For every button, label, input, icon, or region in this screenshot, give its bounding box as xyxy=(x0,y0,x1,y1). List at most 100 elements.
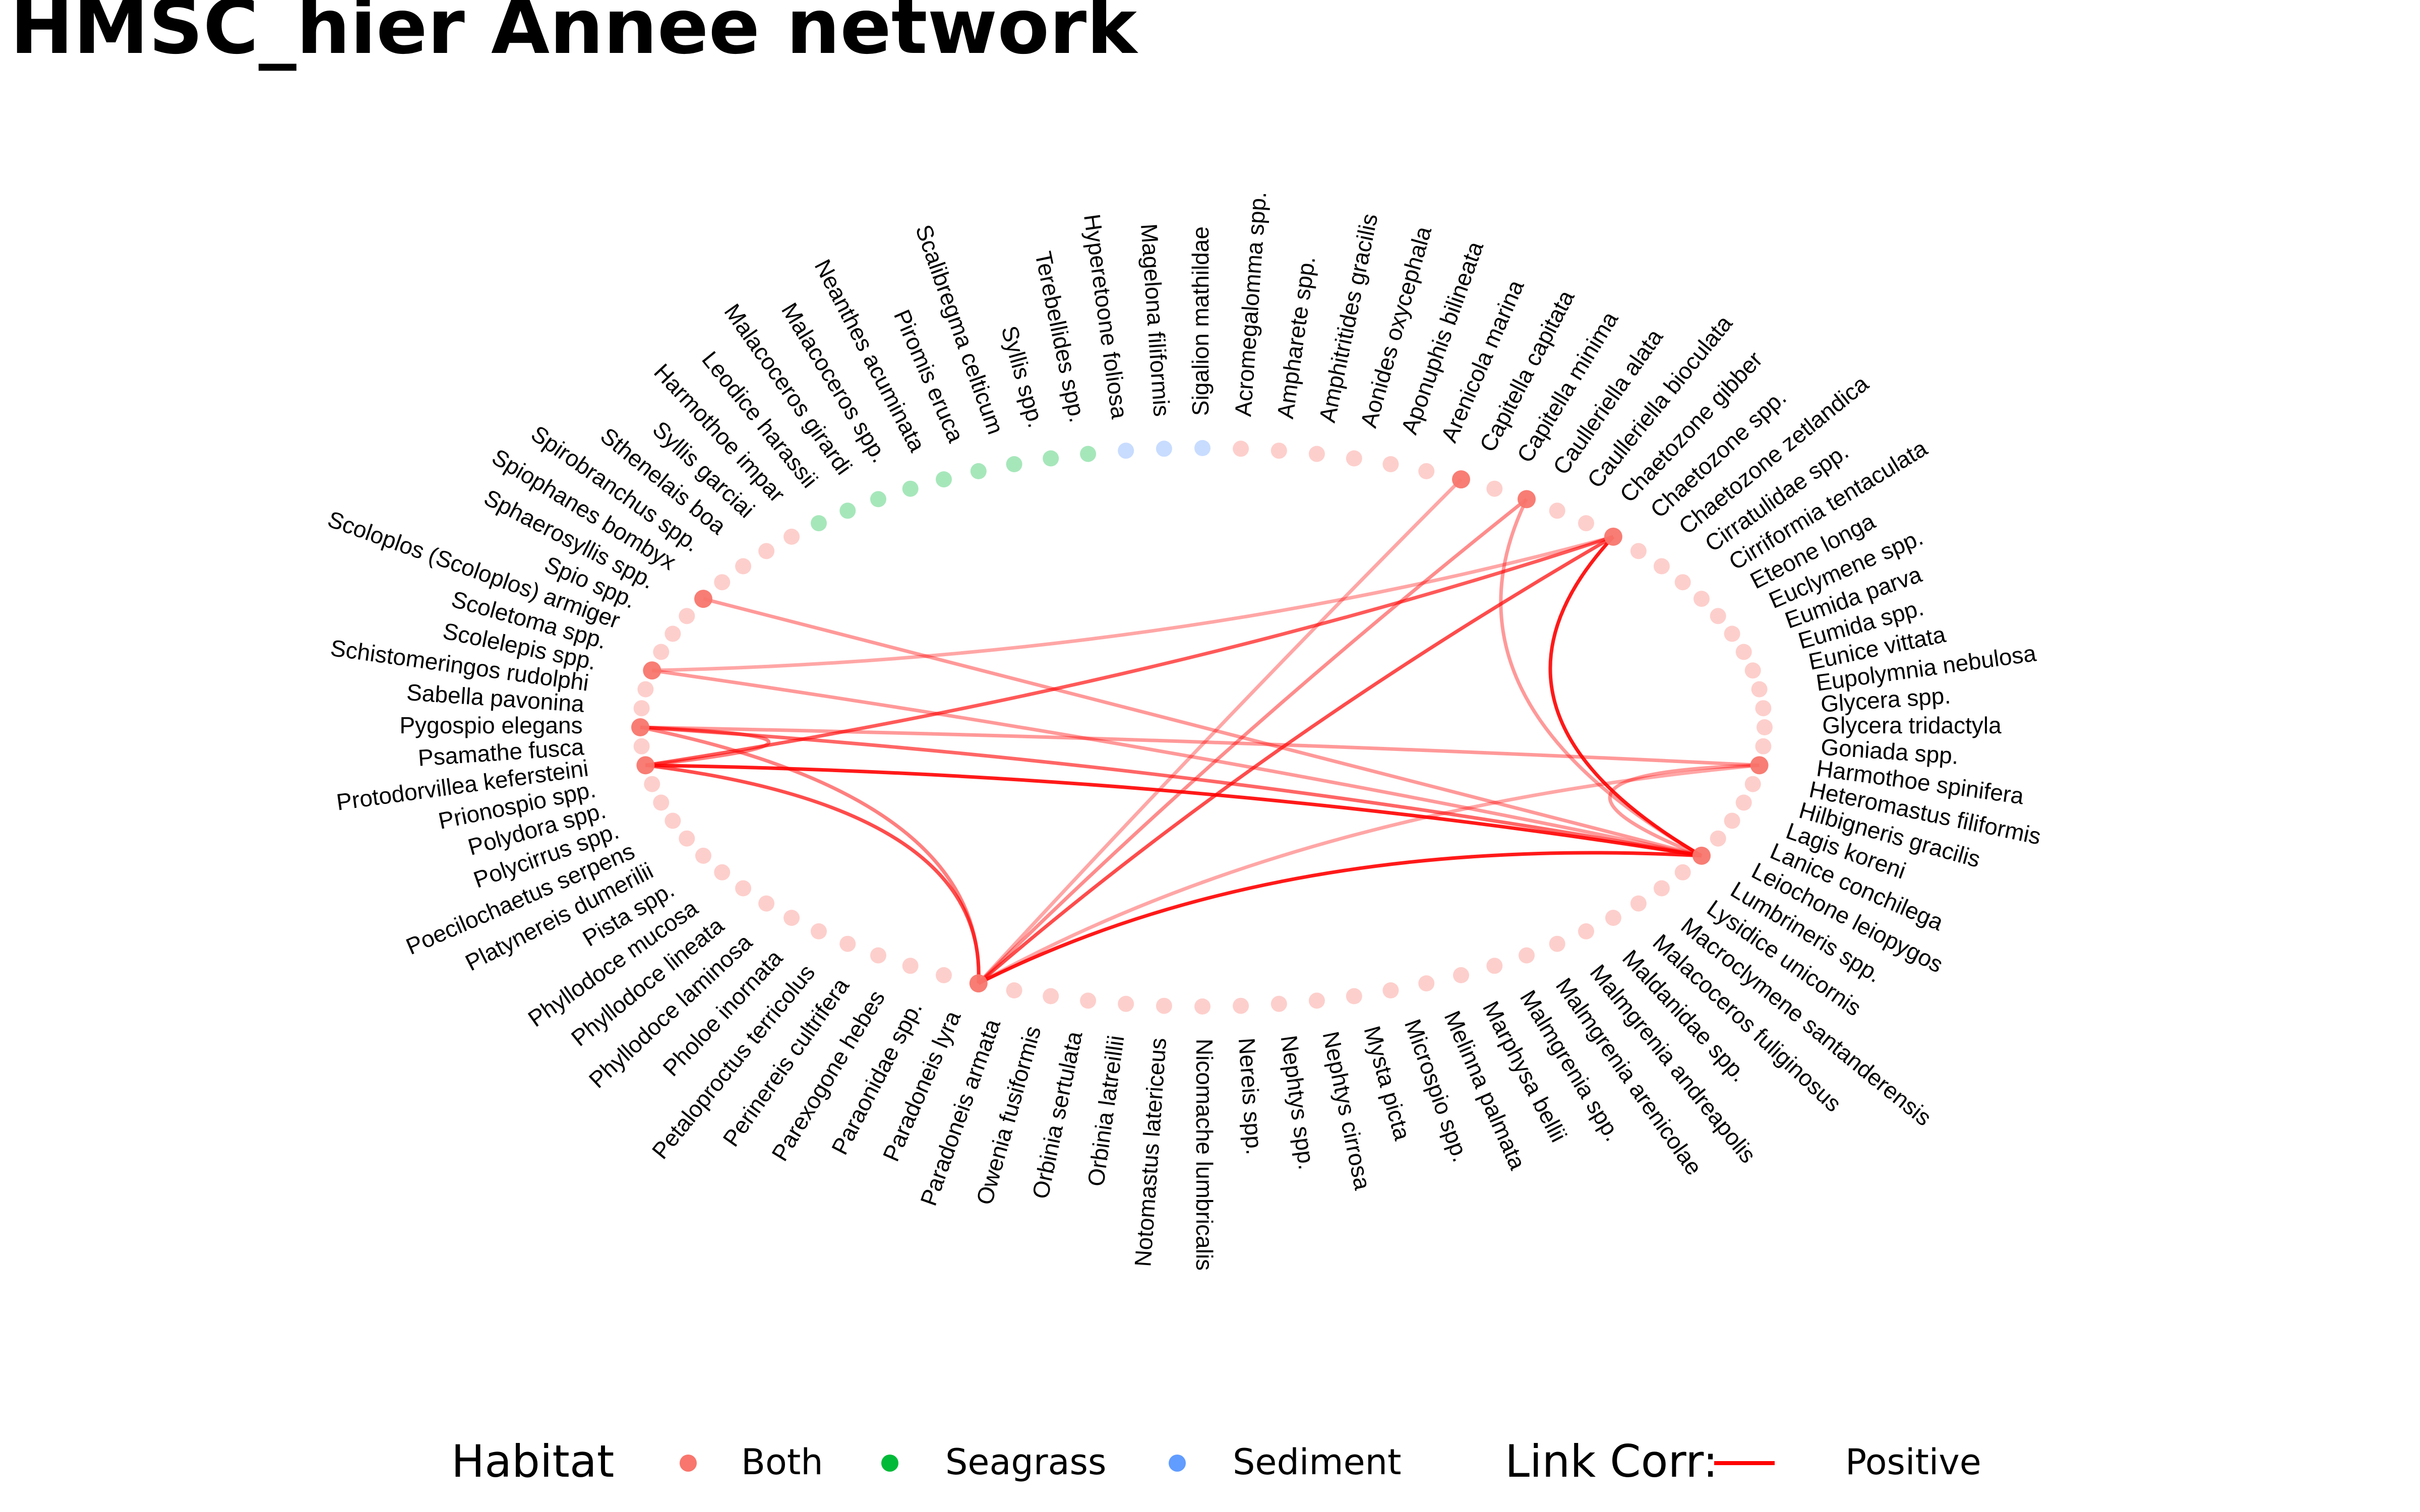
legend-habitat-sediment-dot xyxy=(1169,1455,1186,1472)
label-sigalion-mathildae: Sigalion mathildae xyxy=(1187,226,1214,416)
node-leiochone-leiopygos xyxy=(1692,846,1711,865)
node-layer xyxy=(631,440,1773,1015)
link-leiochone-leiopygos-paradoneis-lyra xyxy=(978,851,1702,985)
link-leiochone-leiopygos-sphaerosyllis-spp xyxy=(703,597,1702,858)
link-protodorvillea-kefersteini-chaetozone-spp xyxy=(645,535,1614,767)
link-scolelepis-spp-chaetozone-spp xyxy=(652,535,1614,672)
node-syllis-spp xyxy=(1043,450,1059,467)
node-prionospio-spp xyxy=(644,776,660,792)
node-notomastus-latericeus xyxy=(1156,997,1172,1014)
link-layer xyxy=(640,478,1760,985)
node-pygospio-elegans xyxy=(631,718,649,736)
node-poecilochaetus-serpens xyxy=(679,830,695,847)
node-sphaerosyllis-spp xyxy=(694,590,712,608)
link-protodorvillea-kefersteini-pygospio-elegans xyxy=(640,725,771,767)
node-sigalion-mathildae xyxy=(1194,440,1211,456)
node-ampharete-spp xyxy=(1270,443,1287,459)
node-chaetozone-gibber xyxy=(1578,515,1594,532)
node-nereis-spp xyxy=(1233,997,1249,1014)
node-spiophanes-bombyx xyxy=(714,574,731,591)
node-polydora-spp xyxy=(653,794,670,811)
link-leiochone-leiopygos-chaetozone-spp xyxy=(1548,535,1703,857)
node-amphitritides-gracilis xyxy=(1308,446,1325,462)
node-malmgrenia-arenicolae xyxy=(1519,947,1535,964)
label-notomastus-latericeus: Notomastus latericeus xyxy=(1129,1037,1171,1268)
node-capitella-minima xyxy=(1486,480,1503,497)
node-macroclymene-santanderensis xyxy=(1630,895,1647,912)
node-lagis-koreni xyxy=(1724,812,1740,829)
node-scalibregma-celticum xyxy=(1006,456,1022,472)
link-paradoneis-lyra-capitella-capitata xyxy=(977,478,1463,985)
node-orbinia-sertulata xyxy=(1080,992,1097,1009)
node-cirratulidae-spp xyxy=(1653,558,1670,575)
node-eunice-vittata xyxy=(1744,662,1761,679)
legend-habitat-title: Habitat xyxy=(451,1435,614,1487)
node-scoloplos-scoloplos-armiger xyxy=(664,625,681,642)
node-paradoneis-armata xyxy=(1006,982,1022,998)
legend-link-title: Link Corr: xyxy=(1505,1435,1718,1487)
node-protodorvillea-kefersteini xyxy=(636,756,655,775)
label-glycera-tridactyla: Glycera tridactyla xyxy=(1822,712,2002,738)
node-paraonidae-spp xyxy=(936,967,952,983)
node-malmgrenia-andreapolis xyxy=(1549,935,1565,952)
node-nicomache-lumbricalis xyxy=(1194,998,1211,1015)
node-cirriformia-tentaculata xyxy=(1674,574,1691,591)
node-scolelepis-spp xyxy=(643,661,661,680)
node-piromis-eruca xyxy=(970,463,987,479)
node-pista-spp xyxy=(714,864,731,880)
node-eteone-longa xyxy=(1693,591,1710,607)
node-mysta-picta xyxy=(1346,988,1362,1004)
node-glycera-spp xyxy=(1755,700,1772,717)
node-psamathe-fusca xyxy=(633,738,650,754)
link-pygospio-elegans-paradoneis-lyra xyxy=(640,725,981,984)
node-lumbrineris-spp xyxy=(1674,864,1691,880)
node-polycirrus-spp xyxy=(664,812,681,829)
node-petaloproctus-terricolus xyxy=(839,935,856,952)
node-acromegalomma-spp xyxy=(1233,440,1249,457)
link-harmothoe-spinifera-paradoneis-lyra xyxy=(978,763,1760,985)
label-acromegalomma-spp: Acromegalomma spp. xyxy=(1230,191,1271,417)
node-aonides-oxycephala xyxy=(1346,450,1362,467)
label-nephtys-spp: Nephtys spp. xyxy=(1276,1034,1320,1171)
legend: Habitat Both Seagrass Sediment Link Corr… xyxy=(451,1435,1981,1487)
label-nicomache-lumbricalis: Nicomache lumbricalis xyxy=(1191,1039,1218,1271)
node-malmgrenia-spp xyxy=(1486,958,1503,974)
node-hyperetoone-foliosa xyxy=(1118,443,1134,459)
link-leiochone-leiopygos-protodorvillea-kefersteini xyxy=(645,763,1702,858)
node-nephtys-cirrosa xyxy=(1308,992,1325,1009)
node-magelona-filiformis xyxy=(1156,440,1172,457)
node-aponuphis-bilineata xyxy=(1382,456,1399,472)
node-syllis-garciai xyxy=(783,528,800,545)
node-glycera-tridactyla xyxy=(1757,719,1773,735)
node-pholoe-inornata xyxy=(811,923,827,939)
node-caulleriella-bioculata xyxy=(1549,502,1565,519)
label-hyperetoone-foliosa: Hyperetoone foliosa xyxy=(1079,212,1133,420)
node-chaetozone-spp xyxy=(1604,527,1622,546)
node-scoletoma-spp xyxy=(653,644,670,660)
label-orbinia-latreillii: Orbinia latreillii xyxy=(1082,1034,1129,1188)
node-phyllodoce-laminosa xyxy=(783,910,800,926)
node-nephtys-spp xyxy=(1270,995,1287,1012)
node-owenia-fusiformis xyxy=(1043,988,1059,1004)
node-terebellides-spp xyxy=(1080,446,1097,462)
page-title: HMSC_hier Annee network xyxy=(10,0,1138,71)
node-spirobranchus-spp xyxy=(735,558,752,575)
label-magelona-filiformis: Magelona filiformis xyxy=(1136,223,1175,417)
node-harmothoe-spinifera xyxy=(1750,756,1769,775)
legend-habitat-both-dot xyxy=(680,1455,697,1472)
label-layer: Sigalion mathildae Acromegalomma spp. Amph… xyxy=(324,191,2043,1271)
node-parexogone-hebes xyxy=(902,958,919,974)
label-nereis-spp: Nereis spp. xyxy=(1234,1037,1268,1156)
label-ampharete-spp: Ampharete spp. xyxy=(1272,255,1320,420)
node-heteromastus-filiformis xyxy=(1744,776,1761,792)
node-platynereis-dumerilii xyxy=(695,847,711,864)
node-euclymene-spp xyxy=(1710,608,1726,624)
node-phyllodoce-lineata xyxy=(758,895,775,912)
node-phyllodoce-mucosa xyxy=(735,880,752,897)
node-lanice-conchilega xyxy=(1710,830,1726,847)
node-marphysa-bellii xyxy=(1453,967,1469,983)
node-eumida-spp xyxy=(1735,644,1752,660)
node-perinereis-cultrifera xyxy=(870,947,886,964)
node-leodice-harassii xyxy=(839,502,856,519)
node-eumida-parva xyxy=(1724,625,1740,642)
